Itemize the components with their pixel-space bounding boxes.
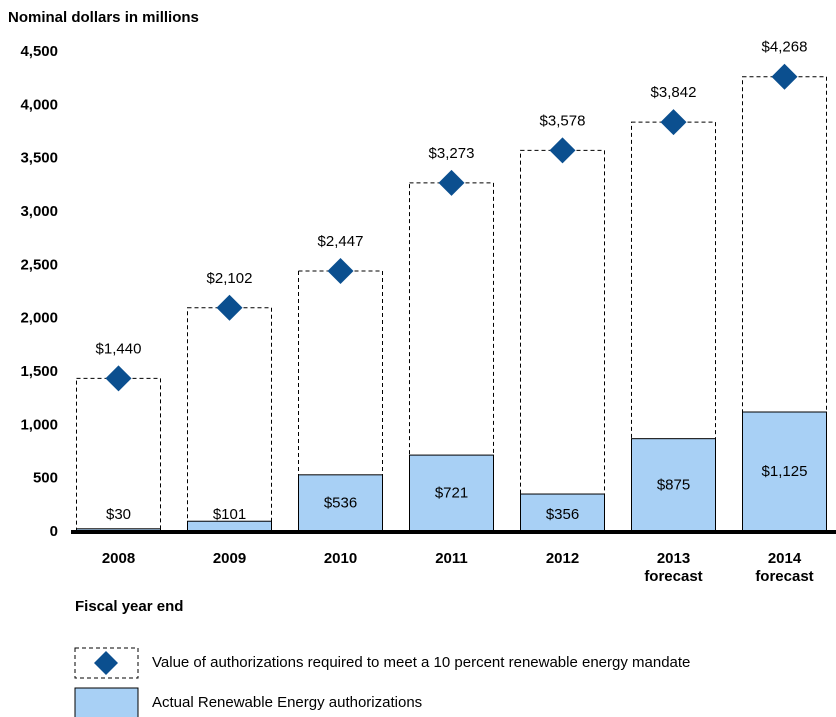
legend-swatch xyxy=(74,647,139,679)
required-value-label: $1,440 xyxy=(96,340,142,357)
chart-title: Nominal dollars in millions xyxy=(8,9,199,26)
actual-value-label: $30 xyxy=(106,506,131,523)
required-marker xyxy=(216,294,243,321)
legend-swatch xyxy=(74,687,139,717)
y-tick-label: 500 xyxy=(33,470,58,487)
required-bar xyxy=(520,149,605,533)
legend-marker xyxy=(94,651,118,675)
x-axis-title: Fiscal year end xyxy=(75,598,183,615)
required-marker xyxy=(549,137,576,164)
required-value-label: $4,268 xyxy=(762,39,808,56)
required-marker xyxy=(327,257,354,284)
x-tick-label: 2012 xyxy=(545,550,580,567)
y-tick-label: 1,500 xyxy=(20,363,58,380)
x-tick-label: 2010 xyxy=(323,550,358,567)
x-tick-label: 2014 forecast xyxy=(755,550,814,585)
required-value-label: $3,578 xyxy=(540,112,586,129)
y-tick-label: 0 xyxy=(50,523,58,540)
y-tick-label: 4,000 xyxy=(20,96,58,113)
legend-label: Actual Renewable Energy authorizations xyxy=(152,694,422,711)
y-tick-label: 3,500 xyxy=(20,150,58,167)
actual-value-label: $875 xyxy=(657,476,690,493)
required-value-label: $3,273 xyxy=(429,145,475,162)
actual-value-label: $101 xyxy=(213,506,246,523)
required-marker xyxy=(771,63,798,90)
actual-value-label: $356 xyxy=(546,506,579,523)
required-value-label: $2,447 xyxy=(318,233,364,250)
y-tick-label: 4,500 xyxy=(20,43,58,60)
y-tick-label: 2,500 xyxy=(20,256,58,273)
required-marker xyxy=(438,169,465,196)
required-marker xyxy=(105,365,132,392)
actual-bar xyxy=(298,474,383,533)
legend-label: Value of authorizations required to meet… xyxy=(152,654,690,671)
actual-value-label: $1,125 xyxy=(762,463,808,480)
y-tick-label: 1,000 xyxy=(20,416,58,433)
actual-bar xyxy=(742,411,827,533)
required-value-label: $2,102 xyxy=(207,270,253,287)
required-bar xyxy=(187,307,272,533)
actual-value-label: $721 xyxy=(435,485,468,502)
required-marker xyxy=(660,109,687,136)
required-value-label: $3,842 xyxy=(651,84,697,101)
y-tick-label: 3,000 xyxy=(20,203,58,220)
y-tick-label: 2,000 xyxy=(20,310,58,327)
actual-bar xyxy=(409,454,494,533)
x-tick-label: 2009 xyxy=(212,550,247,567)
x-tick-label: 2008 xyxy=(101,550,136,567)
x-tick-label: 2011 xyxy=(435,550,468,567)
x-tick-label: 2013 forecast xyxy=(644,550,703,585)
actual-value-label: $536 xyxy=(324,494,357,511)
